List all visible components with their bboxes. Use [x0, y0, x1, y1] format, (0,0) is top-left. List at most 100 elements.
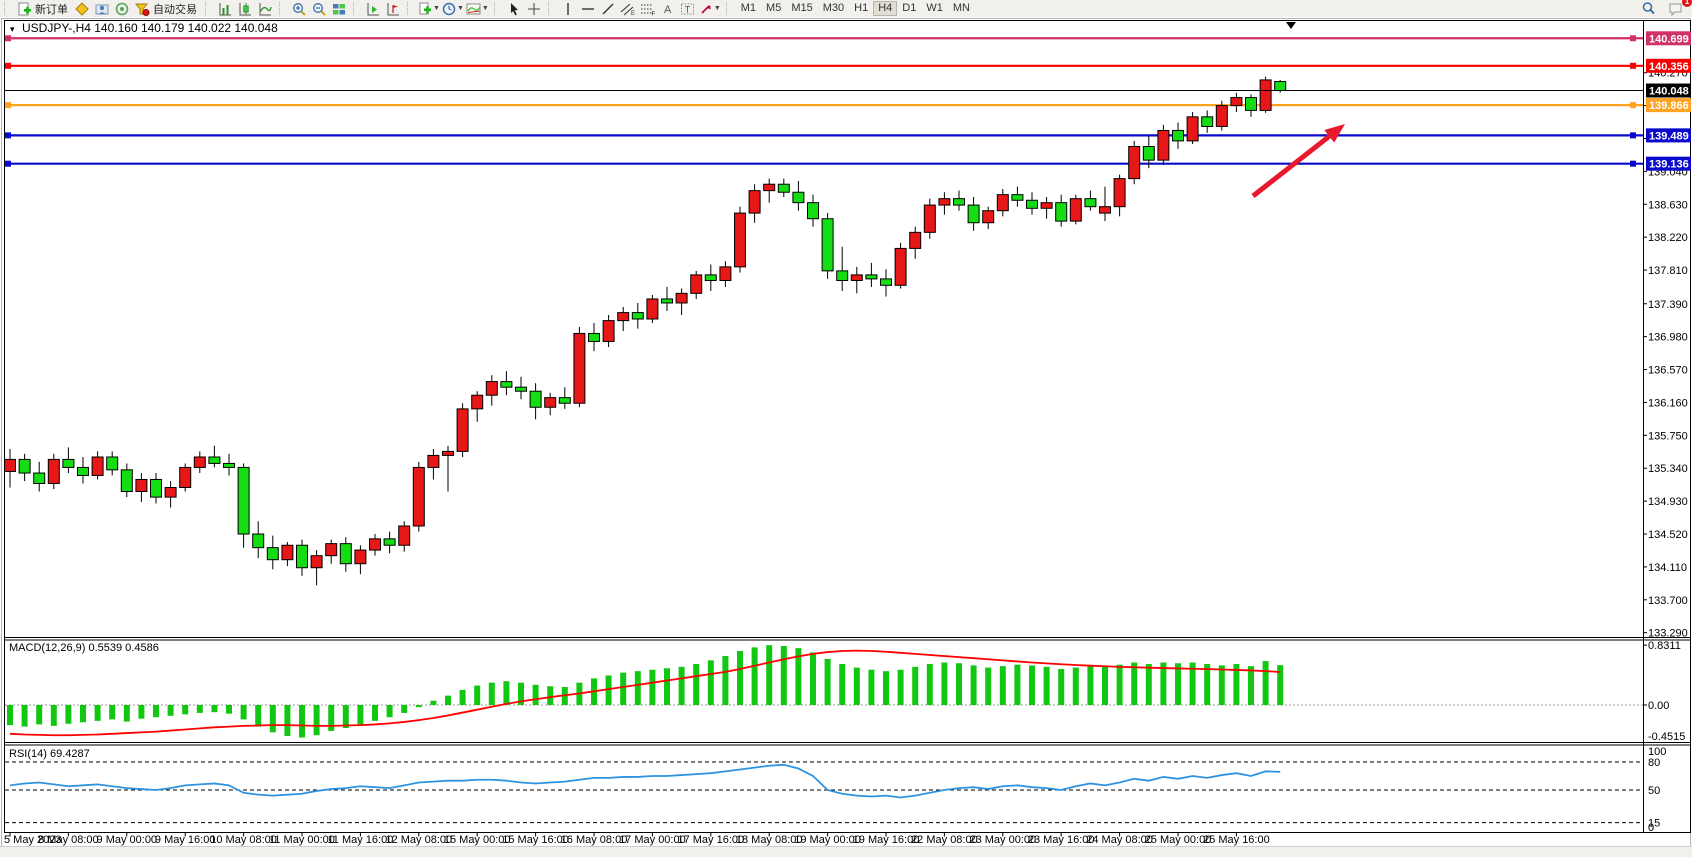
zoom-out-button[interactable]: [309, 1, 329, 16]
svg-text:9 May 00:00: 9 May 00:00: [97, 834, 158, 846]
line-chart-icon: [259, 2, 272, 15]
chevron-down-icon: ▼: [481, 5, 489, 12]
tf-mn-button[interactable]: MN: [952, 2, 970, 14]
trendline-button[interactable]: [598, 1, 618, 16]
svg-text:138.630: 138.630: [1648, 199, 1688, 211]
tf-m30-button[interactable]: M30: [822, 2, 845, 14]
svg-text:80: 80: [1648, 757, 1660, 769]
svg-text:12 May 08:00: 12 May 08:00: [385, 834, 452, 846]
tf-m1-button[interactable]: M1: [740, 2, 757, 14]
arrows-button[interactable]: ▼: [698, 1, 722, 16]
tf-h4-button[interactable]: H4: [873, 1, 898, 16]
svg-text:E: E: [631, 11, 635, 16]
svg-text:-0.4515: -0.4515: [1648, 731, 1685, 743]
horizontal-lines[interactable]: [5, 35, 1643, 167]
svg-text:134.520: 134.520: [1648, 529, 1688, 541]
market-watch-button[interactable]: [72, 1, 92, 16]
auto-trading-label[interactable]: 自动交易: [153, 3, 197, 16]
svg-text:100: 100: [1648, 746, 1666, 758]
svg-text:133.700: 133.700: [1648, 595, 1688, 607]
zoom-in-button[interactable]: [289, 1, 309, 16]
svg-text:136.570: 136.570: [1648, 365, 1688, 377]
notification-badge: 1: [1682, 0, 1692, 7]
svg-text:18 May 08:00: 18 May 08:00: [736, 834, 803, 846]
toolbar-separator: [547, 2, 555, 15]
trendline-icon: [602, 3, 614, 14]
indicators-button[interactable]: ▼: [465, 1, 490, 16]
fibonacci-button[interactable]: F: [638, 1, 658, 16]
svg-text:16 May 08:00: 16 May 08:00: [561, 834, 628, 846]
svg-text:11 May 16:00: 11 May 16:00: [327, 834, 393, 846]
cursor-button[interactable]: [504, 1, 524, 16]
chevron-down-icon: ▼: [713, 5, 721, 12]
text-label-button[interactable]: T: [678, 1, 698, 16]
tf-m5-button[interactable]: M5: [766, 2, 782, 14]
add-indicator-button[interactable]: ▼: [417, 1, 441, 16]
svg-text:139.489: 139.489: [1649, 130, 1689, 142]
search-icon: [1642, 2, 1655, 15]
crosshair-button[interactable]: [524, 1, 544, 16]
bar-chart-button[interactable]: [215, 1, 235, 16]
navigator-button[interactable]: [92, 1, 112, 16]
toolbar-separator: [493, 2, 501, 15]
new-order-label[interactable]: 新订单: [35, 3, 68, 16]
tf-h1-button[interactable]: H1: [854, 2, 869, 14]
svg-text:RSI(14) 69.4287: RSI(14) 69.4287: [9, 748, 90, 760]
auto-trading-button[interactable]: [132, 1, 152, 16]
svg-text:A: A: [664, 4, 672, 16]
profiles-button[interactable]: [383, 1, 403, 16]
svg-text:140.356: 140.356: [1649, 61, 1689, 73]
horizontal-line-icon: [581, 7, 594, 10]
tf-w1-button[interactable]: W1: [926, 2, 943, 14]
svg-text:USDJPY-,H4 140.160 140.179 14: USDJPY-,H4 140.160 140.179 140.022 140.0…: [22, 21, 278, 35]
candlestick-chart-button[interactable]: [235, 1, 255, 16]
svg-text:23 May 00:00: 23 May 00:00: [969, 834, 1036, 846]
svg-text:136.980: 136.980: [1648, 332, 1688, 344]
svg-text:134.110: 134.110: [1648, 562, 1687, 574]
terminal-button[interactable]: [112, 1, 132, 16]
toolbar-separator: [279, 2, 286, 15]
svg-text:0.00: 0.00: [1648, 700, 1669, 712]
chat-button[interactable]: 1: [1666, 0, 1692, 16]
svg-text:25 May 16:00: 25 May 16:00: [1203, 834, 1270, 846]
toolbar-separator: [353, 2, 360, 15]
add-indicator-icon: [419, 2, 431, 14]
chart-frame: [4, 20, 1691, 833]
channel-button[interactable]: E: [618, 1, 638, 16]
svg-text:F: F: [651, 11, 655, 16]
toolbar-separator: [725, 2, 733, 15]
svg-text:0: 0: [1648, 822, 1654, 834]
search-button[interactable]: [1638, 1, 1658, 16]
text-icon: A: [664, 4, 672, 16]
svg-text:140.048: 140.048: [1649, 86, 1689, 98]
templates-button[interactable]: [363, 1, 383, 16]
arrows-icon: [701, 4, 711, 14]
tf-d1-button[interactable]: D1: [902, 2, 917, 14]
equidistant-channel-icon: E: [620, 3, 635, 16]
svg-text:T: T: [685, 4, 691, 14]
svg-text:137.810: 137.810: [1648, 265, 1688, 277]
main-toolbar: 新订单 自动交易: [0, 0, 1692, 18]
text-button[interactable]: A: [658, 1, 678, 16]
periods-button[interactable]: ▼: [441, 1, 465, 16]
chart-window[interactable]: 140.270139.860139.450139.040138.630138.2…: [0, 17, 1692, 857]
rsi-pane: 80 50 15 100 0 RSI(14) 69.4287: [5, 746, 1666, 834]
annotation-arrow[interactable]: [1251, 124, 1345, 198]
svg-text:140.699: 140.699: [1649, 33, 1689, 45]
profiles-icon: [387, 2, 399, 15]
svg-text:22 May 08:00: 22 May 08:00: [911, 834, 978, 846]
new-order-button[interactable]: [14, 1, 34, 16]
vertical-line-icon: [567, 2, 569, 15]
vertical-line-button[interactable]: [558, 1, 578, 16]
svg-text:MACD(12,26,9) 0.5539 0.4586: MACD(12,26,9) 0.5539 0.4586: [9, 642, 159, 654]
horizontal-line-button[interactable]: [578, 1, 598, 16]
tf-m15-button[interactable]: M15: [791, 2, 813, 14]
svg-text:134.930: 134.930: [1648, 496, 1688, 508]
candles: [4, 76, 1287, 586]
svg-text:135.340: 135.340: [1648, 463, 1688, 475]
svg-text:17 May 00:00: 17 May 00:00: [619, 834, 686, 846]
line-chart-button[interactable]: [255, 1, 275, 16]
svg-text:136.160: 136.160: [1648, 397, 1688, 409]
tile-windows-button[interactable]: [329, 1, 349, 16]
